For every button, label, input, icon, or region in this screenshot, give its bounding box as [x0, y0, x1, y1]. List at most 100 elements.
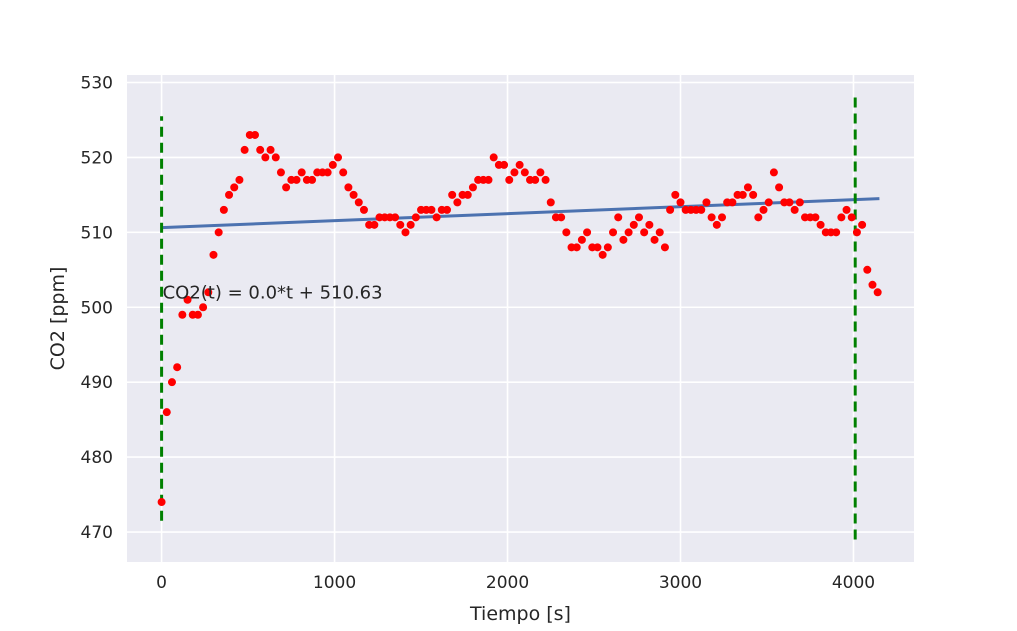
data-point: [614, 213, 623, 222]
data-point: [515, 160, 524, 169]
data-point: [852, 228, 861, 237]
data-point: [328, 160, 337, 169]
data-point: [832, 228, 841, 237]
data-point: [261, 153, 270, 162]
data-point: [655, 228, 664, 237]
data-point: [562, 228, 571, 237]
data-point: [676, 198, 685, 207]
data-point: [510, 168, 519, 177]
y-axis-title: CO2 [ppm]: [47, 267, 69, 371]
data-point: [282, 183, 291, 192]
data-point: [230, 183, 239, 192]
data-point: [572, 243, 581, 252]
data-point: [308, 175, 317, 184]
fit-line: [161, 197, 880, 230]
y-tick-labels: 470 480 490 500 510 520 530: [81, 73, 113, 543]
data-point: [271, 153, 280, 162]
y-tick-label: 530: [81, 73, 113, 93]
data-point: [396, 220, 405, 229]
data-point: [598, 250, 607, 259]
data-point: [583, 228, 592, 237]
data-point: [666, 205, 675, 214]
data-point: [468, 183, 477, 192]
data-point: [873, 288, 882, 297]
data-point: [645, 220, 654, 229]
data-point: [354, 198, 363, 207]
data-point: [790, 205, 799, 214]
data-point: [359, 205, 368, 214]
data-point: [157, 498, 166, 507]
data-point: [764, 198, 773, 207]
data-point: [712, 220, 721, 229]
data-point: [775, 183, 784, 192]
vertical-markers: [160, 97, 857, 540]
data-point: [629, 220, 638, 229]
data-point: [339, 168, 348, 177]
y-tick-label: 490: [81, 373, 113, 393]
data-point: [297, 168, 306, 177]
data-point: [707, 213, 716, 222]
data-point: [671, 190, 680, 199]
x-tick-label: 4000: [832, 573, 875, 593]
data-point: [541, 175, 550, 184]
y-tick-label: 480: [81, 448, 113, 468]
data-point: [609, 228, 618, 237]
data-point: [193, 310, 202, 319]
data-point: [593, 243, 602, 252]
data-point: [276, 168, 285, 177]
data-point: [235, 175, 244, 184]
data-point: [702, 198, 711, 207]
y-tick-label: 470: [81, 523, 113, 543]
data-point: [660, 243, 669, 252]
data-point: [738, 190, 747, 199]
data-point: [463, 190, 472, 199]
data-point: [484, 175, 493, 184]
data-point: [769, 168, 778, 177]
data-point: [344, 183, 353, 192]
data-point: [349, 190, 358, 199]
data-point: [743, 183, 752, 192]
data-point: [240, 145, 249, 154]
data-point: [489, 153, 498, 162]
data-point: [863, 265, 872, 274]
data-point: [858, 220, 867, 229]
data-point: [391, 213, 400, 222]
x-tick-label: 2000: [486, 573, 529, 593]
data-point: [650, 235, 659, 244]
data-point: [847, 213, 856, 222]
data-point: [209, 250, 218, 259]
data-point: [754, 213, 763, 222]
data-point: [785, 198, 794, 207]
x-tick-label: 0: [156, 573, 167, 593]
data-point: [406, 220, 415, 229]
data-point: [842, 205, 851, 214]
x-tick-label: 3000: [659, 573, 702, 593]
data-point: [199, 303, 208, 312]
data-point: [411, 213, 420, 222]
data-point: [173, 363, 182, 372]
y-tick-label: 500: [81, 298, 113, 318]
data-point: [531, 175, 540, 184]
x-axis-title: Tiempo [s]: [469, 603, 571, 625]
data-point: [868, 280, 877, 289]
fit-line-layer: [161, 197, 880, 230]
data-point: [536, 168, 545, 177]
data-point: [225, 190, 234, 199]
data-point: [432, 213, 441, 222]
data-point: [219, 205, 228, 214]
data-point: [505, 175, 514, 184]
data-point: [603, 243, 612, 252]
data-point: [214, 228, 223, 237]
data-point: [557, 213, 566, 222]
data-points: [157, 130, 882, 507]
plot-background: [127, 75, 914, 562]
data-point: [292, 175, 301, 184]
data-point: [624, 228, 633, 237]
data-point: [816, 220, 825, 229]
x-tick-labels: 0 1000 2000 3000 4000: [156, 573, 875, 593]
data-point: [183, 295, 192, 304]
fit-equation-annotation: CO2(t) = 0.0*t + 510.63: [163, 282, 383, 303]
data-point: [759, 205, 768, 214]
